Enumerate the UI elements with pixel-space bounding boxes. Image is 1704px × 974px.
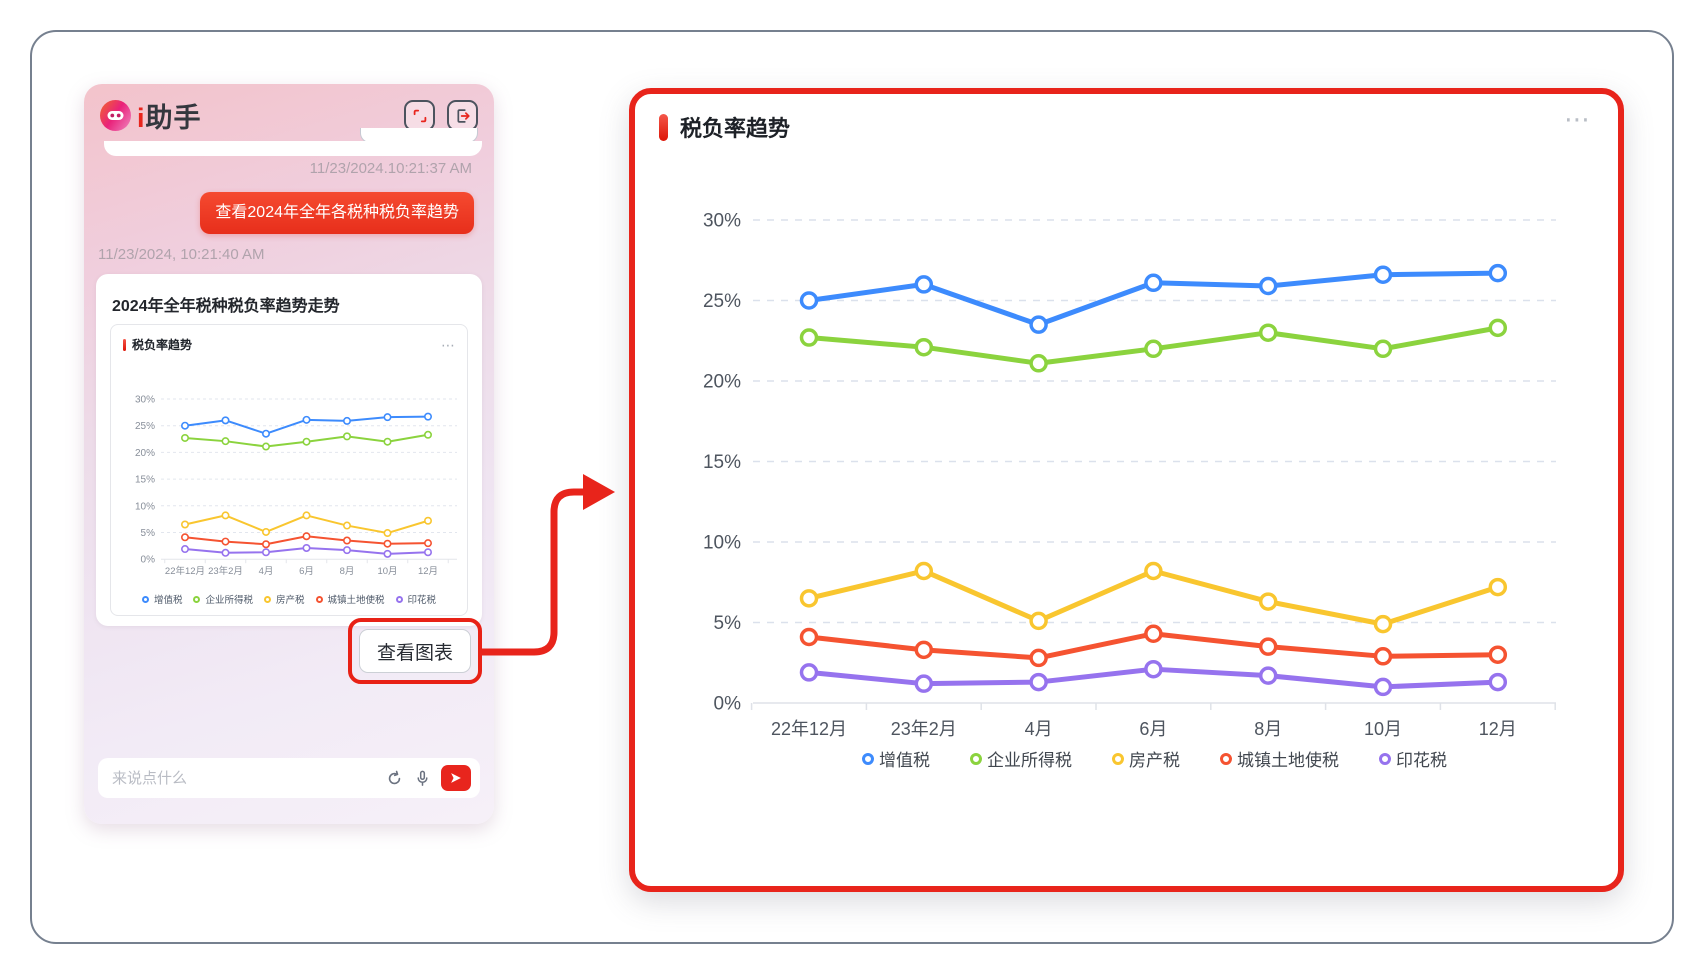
svg-text:10月: 10月 <box>1364 719 1402 739</box>
svg-text:20%: 20% <box>135 448 155 459</box>
legend-marker-icon <box>1220 752 1232 765</box>
svg-text:5%: 5% <box>141 528 156 539</box>
svg-text:5%: 5% <box>714 613 742 634</box>
svg-text:8月: 8月 <box>1254 719 1282 739</box>
title-accent-bar <box>123 338 126 351</box>
legend-label: 增值税 <box>153 595 183 606</box>
chart-panel-header: 税负率趋势 <box>659 111 790 143</box>
legend-label: 房产税 <box>275 595 305 606</box>
legend-label: 城镇土地使税 <box>1237 751 1339 770</box>
svg-text:20%: 20% <box>703 372 741 393</box>
brand-name: i助手 <box>137 103 202 133</box>
legend-item[interactable]: 企业所得税 <box>970 746 1072 771</box>
svg-text:10%: 10% <box>703 533 741 554</box>
svg-text:10%: 10% <box>135 501 155 512</box>
legend-item[interactable]: 印花税 <box>1379 746 1447 771</box>
assistant-logo-icon <box>100 100 131 131</box>
exit-button[interactable] <box>447 100 478 131</box>
legend-item[interactable]: 增值税 <box>141 592 183 606</box>
legend-label: 印花税 <box>407 595 437 606</box>
svg-text:8月: 8月 <box>340 566 355 577</box>
svg-text:15%: 15% <box>135 475 155 486</box>
reply-card-title: 2024年全年税种税负率趋势走势 <box>112 298 340 315</box>
svg-text:6月: 6月 <box>1139 719 1167 739</box>
svg-text:12月: 12月 <box>1479 719 1517 739</box>
legend-marker-icon <box>315 595 323 603</box>
chat-input-bar <box>98 758 480 798</box>
legend-label: 企业所得税 <box>205 595 253 606</box>
svg-text:30%: 30% <box>135 395 155 406</box>
legend-item[interactable]: 企业所得税 <box>193 592 253 606</box>
legend-label: 增值税 <box>879 751 930 770</box>
legend-item[interactable]: 增值税 <box>862 746 930 771</box>
legend-marker-icon <box>263 595 271 603</box>
header-actions <box>404 100 478 131</box>
legend-item[interactable]: 城镇土地使税 <box>1220 746 1339 771</box>
legend-item[interactable]: 房产税 <box>1112 746 1180 771</box>
brand-logo: i助手 <box>100 96 202 135</box>
title-accent-bar <box>659 113 668 141</box>
legend-label: 房产税 <box>1129 751 1180 770</box>
send-icon <box>451 773 461 783</box>
timestamp: 11/23/2024, 10:21:40 AM <box>98 246 265 263</box>
svg-text:10月: 10月 <box>377 566 397 577</box>
svg-text:23年2月: 23年2月 <box>891 719 957 739</box>
chart-detail-panel: 税负率趋势 ⋯ 30% 25% 20% 15% 10% 5% 0% 22年12月 23年2月 4月… <box>629 88 1624 892</box>
svg-text:25%: 25% <box>703 291 741 312</box>
legend-item[interactable]: 城镇土地使税 <box>315 592 385 606</box>
svg-text:23年2月: 23年2月 <box>208 565 243 577</box>
chart-panel-title: 税负率趋势 <box>680 116 791 141</box>
svg-text:25%: 25% <box>135 421 155 432</box>
user-message-text: 查看2024年全年各税种税负率趋势 <box>215 204 459 221</box>
arrowhead <box>583 474 615 510</box>
expand-button[interactable] <box>404 100 435 131</box>
assistant-chat-panel: i助手 11/23/202 <box>84 84 494 824</box>
legend-item[interactable]: 房产税 <box>263 592 305 606</box>
user-message-bubble: 查看2024年全年各税种税负率趋势 <box>200 192 474 234</box>
expand-icon <box>413 109 426 122</box>
svg-text:30%: 30% <box>703 211 741 232</box>
svg-text:6月: 6月 <box>299 566 314 577</box>
chat-input[interactable] <box>112 769 376 787</box>
timestamp: 11/23/2024.10:21:37 AM <box>309 160 472 177</box>
legend-label: 城镇土地使税 <box>327 595 385 606</box>
legend-marker-icon <box>141 595 149 603</box>
legend-marker-icon <box>862 752 874 765</box>
legend-label: 印花税 <box>1396 751 1447 770</box>
svg-text:0%: 0% <box>714 694 742 715</box>
more-menu-icon[interactable]: ⋯ <box>1564 104 1590 134</box>
app-window: i助手 11/23/202 <box>30 30 1674 944</box>
refresh-icon[interactable] <box>385 769 404 788</box>
mini-chart-legend: 增值税 企业所得税 房产税 城镇土地使税 印花税 <box>111 592 467 606</box>
view-chart-button[interactable]: 查看图表 <box>359 629 471 673</box>
legend-marker-icon <box>395 595 403 603</box>
svg-text:22年12月: 22年12月 <box>771 719 847 739</box>
svg-text:4月: 4月 <box>1025 719 1053 739</box>
previous-message-remnant <box>104 141 482 156</box>
chart-legend: 增值税 企业所得税 房产税 城镇土地使税 印花税 <box>753 746 1556 771</box>
legend-item[interactable]: 印花税 <box>395 592 437 606</box>
trend-line-chart: 30% 25% 20% 15% 10% 5% 0% 22年12月 23年2月 4月 6月 8月 10月 1… <box>703 211 1556 739</box>
highlight-ring: 查看图表 <box>348 618 482 684</box>
svg-text:15%: 15% <box>703 452 741 473</box>
mini-chart-card: 税负率趋势 ⋯ 30% 25% 20% 15% 10% 5% 0% 22年12月 23年2月 4月… <box>110 324 468 616</box>
microphone-icon[interactable] <box>413 769 432 788</box>
exit-icon <box>456 108 470 123</box>
svg-text:4月: 4月 <box>259 566 274 577</box>
assistant-reply-card: 2024年全年税种税负率趋势走势 税负率趋势 ⋯ 30% 25% 20% 15% 10%… <box>96 274 482 626</box>
legend-marker-icon <box>193 595 201 603</box>
legend-label: 企业所得税 <box>987 751 1072 770</box>
legend-marker-icon <box>1379 752 1391 765</box>
more-menu-icon[interactable]: ⋯ <box>441 336 455 353</box>
mini-chart-title: 税负率趋势 <box>132 338 193 352</box>
legend-marker-icon <box>970 752 982 765</box>
svg-text:22年12月: 22年12月 <box>165 565 205 577</box>
legend-marker-icon <box>1112 752 1124 765</box>
svg-text:0%: 0% <box>141 555 156 566</box>
svg-text:12月: 12月 <box>418 566 438 577</box>
send-button[interactable] <box>441 765 471 791</box>
mini-trend-chart: 30% 25% 20% 15% 10% 5% 0% 22年12月 23年2月 4月 6月 8月 10月 1… <box>135 395 457 577</box>
mini-chart-header: 税负率趋势 ⋯ <box>111 325 467 353</box>
